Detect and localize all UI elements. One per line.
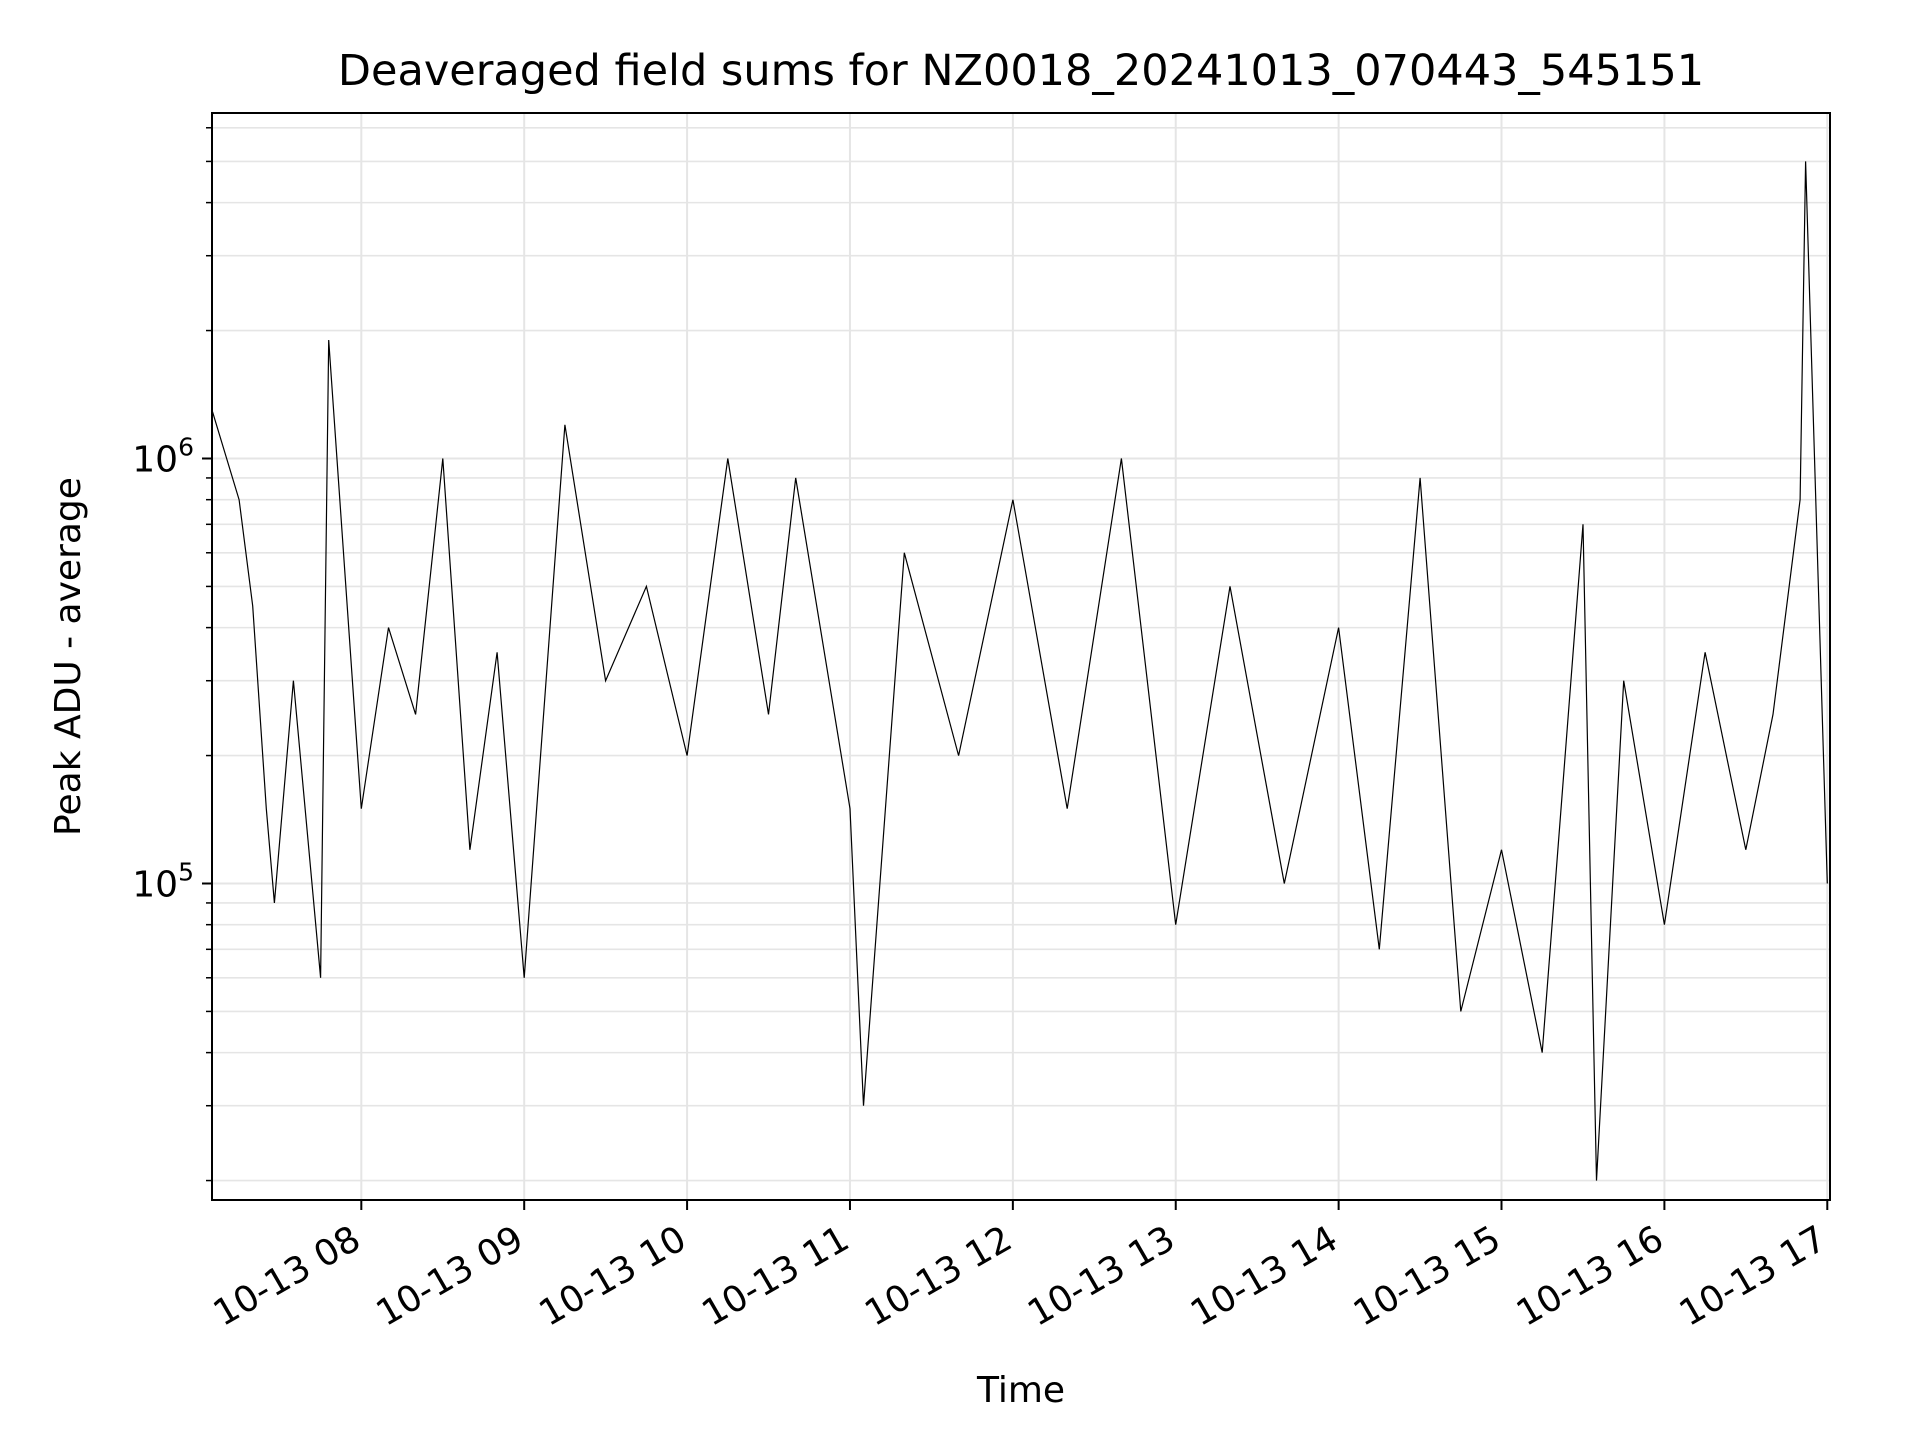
grid-layer: [212, 113, 1830, 1200]
y-tick-label: 105: [132, 857, 194, 905]
data-layer: [211, 161, 1828, 1181]
x-axis-label: Time: [976, 1370, 1065, 1411]
plot-frame: [211, 112, 1831, 1201]
y-axis-label: Peak ADU - average: [48, 477, 89, 836]
series-line: [211, 161, 1828, 1181]
y-tick-label: 106: [132, 432, 194, 480]
chart-title: Deaveraged field sums for NZ0018_2024101…: [338, 46, 1704, 96]
